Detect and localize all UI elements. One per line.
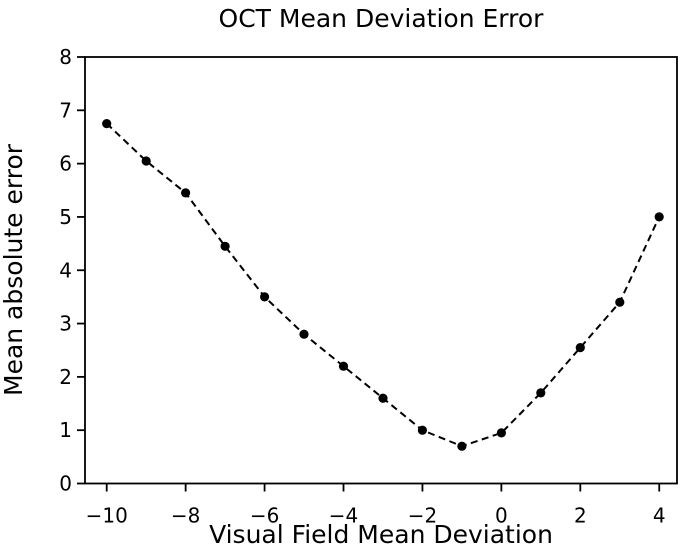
y-tick-label: 0 xyxy=(59,472,72,496)
data-point xyxy=(575,343,585,353)
x-tick-label: 0 xyxy=(495,504,508,528)
data-point xyxy=(220,241,230,251)
chart-title: OCT Mean Deviation Error xyxy=(219,4,545,33)
x-tick-label: 4 xyxy=(653,504,666,528)
data-point xyxy=(654,212,664,222)
y-axis-ticks: 0 1 2 3 4 5 6 7 8 xyxy=(59,45,85,496)
y-tick-label: 5 xyxy=(59,205,72,229)
y-tick-label: 8 xyxy=(59,45,72,69)
x-tick-label: −10 xyxy=(86,504,128,528)
x-axis-ticks: −10 −8 −6 −4 −2 0 2 4 xyxy=(86,483,666,528)
x-tick-label: −6 xyxy=(250,504,279,528)
data-point xyxy=(457,441,467,451)
data-point xyxy=(141,156,151,166)
data-point xyxy=(260,292,270,302)
x-tick-label: −8 xyxy=(171,504,200,528)
y-tick-label: 4 xyxy=(59,258,72,282)
data-point xyxy=(496,428,506,438)
x-tick-label: 2 xyxy=(574,504,587,528)
y-tick-label: 2 xyxy=(59,365,72,389)
x-tick-label: −4 xyxy=(329,504,358,528)
data-point xyxy=(181,188,191,198)
y-tick-label: 7 xyxy=(59,98,72,122)
y-axis-label: Mean absolute error xyxy=(0,143,28,396)
data-point xyxy=(417,425,427,435)
data-point xyxy=(615,297,625,307)
x-tick-label: −2 xyxy=(408,504,437,528)
data-markers xyxy=(102,119,664,451)
y-tick-label: 1 xyxy=(59,418,72,442)
data-point xyxy=(536,388,546,398)
x-axis-label: Visual Field Mean Deviation xyxy=(209,520,553,548)
data-point xyxy=(299,329,309,339)
data-point xyxy=(102,119,112,129)
y-tick-label: 3 xyxy=(59,312,72,336)
data-point xyxy=(338,361,349,371)
y-tick-label: 6 xyxy=(59,152,72,176)
plot-frame xyxy=(84,56,678,485)
data-point xyxy=(378,393,388,403)
